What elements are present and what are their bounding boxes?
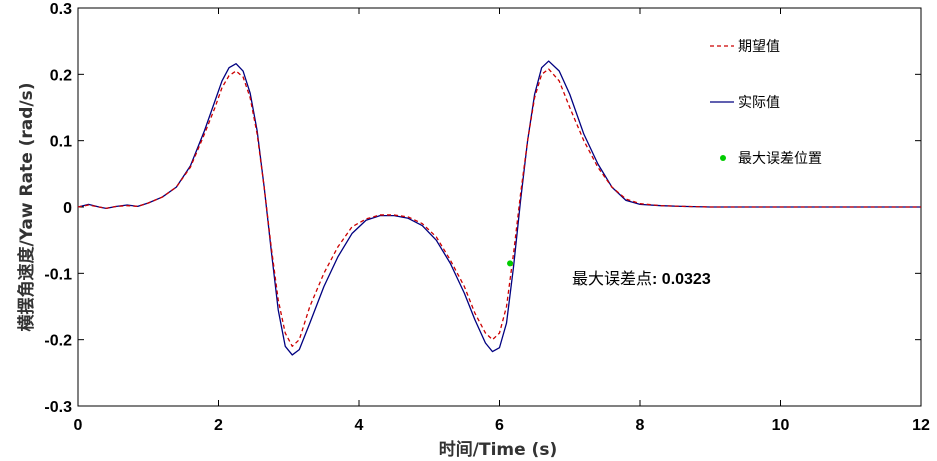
y-tick-label: -0.2 [44, 333, 72, 350]
legend: 期望值 实际值 最大误差位置 [710, 39, 822, 167]
y-tick-label: 0.2 [50, 67, 72, 84]
x-axis-label: 时间/Time (s) [439, 439, 557, 460]
legend-label-expected: 期望值 [738, 39, 780, 55]
y-tick-label: 0.3 [50, 1, 72, 18]
x-tick-label: 10 [772, 417, 790, 434]
x-tick-label: 0 [74, 417, 83, 434]
legend-marker-max-error [720, 155, 726, 161]
series-line-actual [77, 60, 921, 356]
legend-label-actual: 实际值 [738, 95, 780, 111]
legend-label-max-error: 最大误差位置 [738, 151, 822, 167]
max-error-annotation: 最大误差点: 0.0323 [572, 269, 711, 288]
series-layer [77, 60, 921, 356]
x-tick-label: 4 [355, 417, 364, 434]
max-error-point [507, 260, 514, 267]
y-axis-label: 横摆角速度/Yaw Rate (rad/s) [16, 82, 37, 331]
y-tick-label: -0.1 [44, 266, 72, 283]
x-axis: 0 2 4 6 8 10 12 [74, 8, 930, 434]
x-tick-label: 2 [214, 417, 223, 434]
max-error-annotation-label: 最大误差点 [572, 269, 652, 288]
x-tick-label: 8 [636, 417, 645, 434]
x-tick-label: 6 [495, 417, 504, 434]
x-tick-label: 12 [912, 417, 930, 434]
series-line-expected [77, 68, 921, 347]
max-error-annotation-value: : 0.0323 [652, 271, 711, 288]
y-tick-label: 0 [63, 200, 72, 217]
y-tick-label: 0.1 [50, 134, 72, 151]
y-axis: -0.3 -0.2 -0.1 0 0.1 0.2 0.3 [44, 1, 921, 416]
y-tick-label: -0.3 [44, 399, 72, 416]
